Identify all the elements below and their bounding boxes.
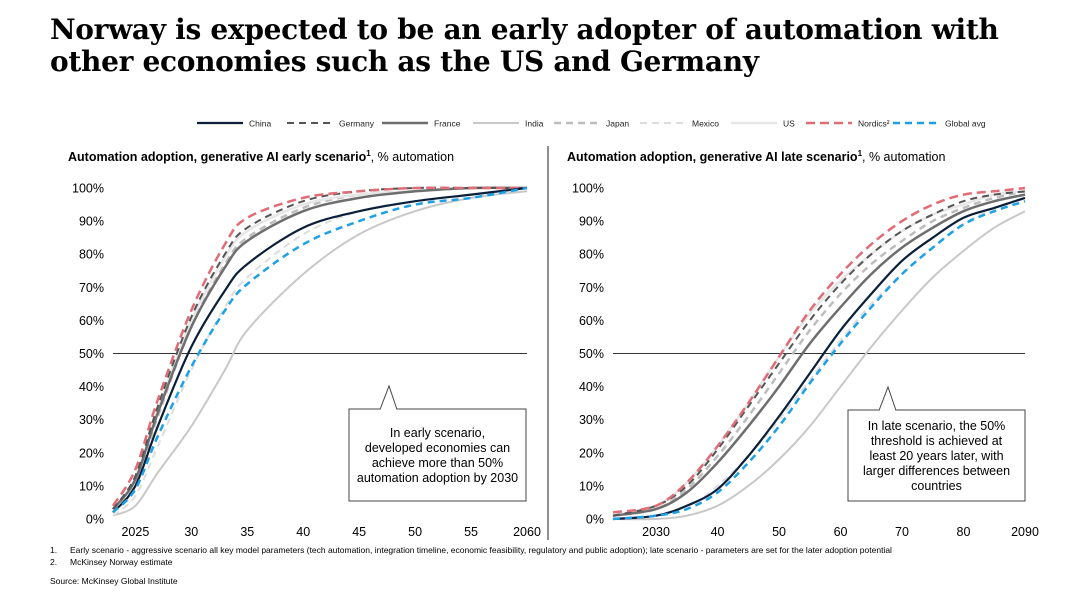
- page-title: Norway is expected to be an early adopte…: [50, 13, 999, 78]
- y-tick-label: 80%: [579, 248, 604, 262]
- x-tick-label: 60: [834, 525, 848, 539]
- chart-title-rest: , % automation: [371, 150, 454, 164]
- series-line-global-avg: [112, 186, 528, 514]
- y-tick-label: 0%: [586, 513, 604, 527]
- annotation-callout: In late scenario, the 50% threshold is ac…: [847, 385, 1026, 502]
- legend-item-us: US: [731, 119, 795, 129]
- x-tick-label: 2060: [513, 525, 541, 539]
- legend-item-mexico: Mexico: [640, 119, 719, 129]
- series-line-france: [111, 186, 528, 510]
- chart-title: Automation adoption, generative AI early…: [68, 149, 454, 164]
- legend: China Germany France India Japan Mexico US Nord…: [197, 119, 986, 129]
- y-tick-label: 10%: [579, 479, 604, 493]
- y-tick-label: 50%: [79, 347, 104, 361]
- y-tick-label: 20%: [79, 446, 104, 460]
- legend-label: Japan: [606, 119, 629, 129]
- legend-item-france: France: [382, 119, 461, 129]
- x-tick-label: 2030: [642, 525, 670, 539]
- y-tick-label: 80%: [79, 248, 104, 262]
- legend-item-india: India: [473, 119, 544, 129]
- annotation-pointer: [878, 385, 897, 411]
- legend-label: Germany: [339, 119, 375, 129]
- x-tick-label: 2025: [121, 525, 149, 539]
- y-tick-label: 40%: [79, 380, 104, 394]
- y-tick-label: 70%: [79, 281, 104, 295]
- legend-item-china: China: [197, 119, 271, 129]
- legend-item-nordics: Nordics²: [806, 119, 890, 129]
- series-line-japan: [612, 190, 1026, 517]
- x-tick-label: 50: [408, 525, 422, 539]
- y-tick-label: 30%: [79, 413, 104, 427]
- source-note: Source: McKinsey Global Institute: [50, 576, 178, 586]
- series-line-nordics: [612, 186, 1026, 514]
- series-line-germany: [612, 190, 1026, 517]
- series-line-china: [612, 196, 1026, 521]
- annotation-box: [847, 409, 1026, 502]
- y-tick-label: 100%: [572, 182, 604, 196]
- y-tick-label: 90%: [79, 215, 104, 229]
- chart-title-sup: 1: [858, 149, 863, 158]
- legend-label: US: [783, 119, 795, 129]
- annotation-pointer: [379, 384, 398, 410]
- chart-title-rest: , % automation: [862, 150, 945, 164]
- x-tick-label: 45: [352, 525, 366, 539]
- y-tick-label: 60%: [79, 314, 104, 328]
- footnote-1: 1. Early scenario - aggressive scenario a…: [50, 545, 892, 555]
- series-line-china: [112, 186, 528, 514]
- early-scenario-chart: Automation adoption, generative AI early…: [68, 149, 541, 539]
- charts-canvas: China Germany France India Japan Mexico US Nord…: [68, 119, 1039, 540]
- x-tick-label: 35: [240, 525, 254, 539]
- annotation-callout: In early scenario, developed economies ca…: [348, 384, 527, 502]
- footnote-2-text: McKinsey Norway estimate: [70, 557, 173, 567]
- chart-title-sup: 1: [366, 149, 371, 158]
- legend-label: Global avg: [945, 119, 986, 129]
- x-tick-label: 70: [895, 525, 909, 539]
- series-line-mexico: [112, 187, 528, 517]
- x-tick-label: 40: [711, 525, 725, 539]
- series-line-global-avg: [612, 200, 1026, 521]
- series-line-germany: [112, 186, 527, 510]
- legend-item-japan: Japan: [554, 119, 629, 129]
- footnote-2: 2. McKinsey Norway estimate: [50, 557, 173, 567]
- legend-label: Mexico: [692, 119, 719, 129]
- legend-label: Nordics²: [858, 119, 890, 129]
- y-tick-label: 50%: [579, 347, 604, 361]
- legend-item-germany: Germany: [287, 119, 375, 129]
- x-tick-label: 50: [772, 525, 786, 539]
- annotation-text: In late scenario, the 50% threshold is ac…: [863, 419, 1010, 493]
- legend-item-global-avg: Global avg: [893, 119, 986, 129]
- y-tick-label: 90%: [579, 215, 604, 229]
- y-tick-label: 40%: [579, 380, 604, 394]
- legend-label: India: [525, 119, 544, 129]
- series-line-india: [612, 210, 1026, 521]
- legend-label: France: [434, 119, 461, 129]
- series-line-france: [612, 193, 1026, 517]
- series-line-nordics: [111, 186, 527, 507]
- y-tick-label: 10%: [79, 479, 104, 493]
- chart-title-bold: Automation adoption, generative AI late …: [567, 150, 858, 164]
- footnote-1-text: Early scenario - aggressive scenario all…: [70, 545, 892, 555]
- footnote-1-number: 1.: [50, 545, 58, 555]
- chart-title: Automation adoption, generative AI late …: [567, 149, 945, 164]
- y-tick-label: 60%: [579, 314, 604, 328]
- x-tick-label: 30: [184, 525, 198, 539]
- late-scenario-chart: Automation adoption, generative AI late …: [567, 149, 1039, 539]
- x-tick-label: 2090: [1011, 525, 1039, 539]
- chart-title-bold: Automation adoption, generative AI early…: [68, 150, 367, 164]
- x-tick-label: 40: [296, 525, 310, 539]
- annotation-box: [348, 408, 527, 502]
- y-tick-label: 30%: [579, 413, 604, 427]
- y-tick-label: 100%: [72, 182, 104, 196]
- legend-label: China: [249, 119, 271, 129]
- x-tick-label: 80: [957, 525, 971, 539]
- x-tick-label: 55: [464, 525, 478, 539]
- annotation-text: In early scenario, developed economies ca…: [357, 426, 518, 485]
- y-tick-label: 70%: [579, 281, 604, 295]
- y-tick-label: 0%: [86, 513, 104, 527]
- footnote-2-number: 2.: [50, 557, 58, 567]
- y-tick-label: 20%: [579, 446, 604, 460]
- series-line-india: [112, 190, 528, 517]
